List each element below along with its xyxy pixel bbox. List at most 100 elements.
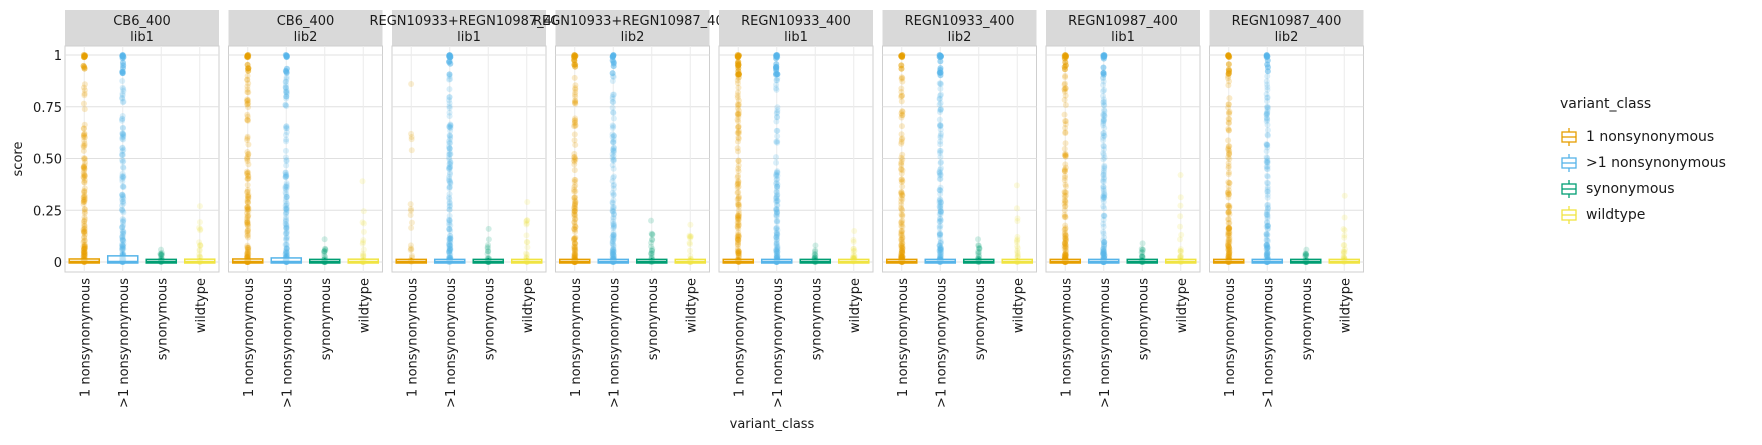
outlier-point — [899, 234, 906, 241]
outlier-point — [1100, 242, 1107, 249]
legend-key — [1561, 128, 1577, 146]
outlier-point — [1014, 237, 1021, 244]
outlier-point — [1100, 196, 1107, 203]
outlier-point — [1100, 251, 1107, 258]
outlier-point — [1225, 164, 1232, 171]
outlier-point — [1062, 161, 1069, 168]
outlier-point — [447, 124, 454, 131]
outlier-point — [1225, 82, 1232, 89]
outlier-point — [81, 54, 88, 61]
outlier-point — [572, 245, 579, 252]
outlier-point — [446, 183, 453, 190]
outlier-point — [447, 178, 454, 185]
outlier-point — [1264, 159, 1271, 166]
outlier-point — [447, 245, 454, 252]
outlier-point — [446, 245, 453, 252]
outlier-point — [937, 231, 944, 238]
outlier-point — [283, 125, 290, 132]
outlier-point — [1225, 216, 1232, 223]
outlier-point — [571, 100, 578, 107]
outlier-point — [1263, 118, 1270, 125]
outlier-point — [610, 197, 617, 204]
outlier-point — [773, 192, 780, 199]
outlier-point — [898, 53, 905, 60]
outlier-point — [936, 196, 943, 203]
outlier-point — [610, 236, 617, 243]
outlier-point — [609, 154, 616, 161]
outlier-point — [898, 85, 905, 92]
outlier-point — [898, 190, 905, 197]
outlier-point — [937, 65, 944, 72]
outlier-point — [572, 223, 579, 230]
outlier-point — [322, 245, 329, 252]
outlier-point — [321, 250, 328, 257]
outlier-point — [1061, 88, 1068, 95]
outlier-point — [571, 250, 578, 257]
outlier-point — [446, 94, 453, 101]
outlier-point — [81, 165, 88, 172]
outlier-point — [283, 191, 290, 198]
outlier-point — [1264, 166, 1271, 173]
outlier-point — [119, 241, 126, 248]
outlier-point — [899, 111, 906, 118]
outlier-point — [773, 213, 780, 220]
outlier-point — [735, 249, 742, 256]
outlier-point — [1263, 154, 1270, 161]
outlier-point — [1062, 236, 1069, 243]
x-tick-label: wildtype — [357, 278, 372, 333]
outlier-point — [1226, 240, 1233, 247]
outlier-point — [936, 168, 943, 175]
outlier-point — [773, 195, 780, 202]
outlier-point — [81, 162, 88, 169]
outlier-point — [1062, 237, 1069, 244]
outlier-point — [81, 87, 88, 94]
outlier-point — [937, 211, 944, 218]
outlier-point — [735, 177, 742, 184]
outlier-point — [1062, 59, 1069, 66]
outlier-point — [119, 233, 126, 240]
outlier-point — [1177, 172, 1184, 179]
outlier-point — [282, 67, 289, 74]
outlier-point — [408, 147, 415, 154]
outlier-point — [609, 253, 616, 260]
outlier-point — [1264, 222, 1271, 229]
outlier-point — [446, 145, 453, 152]
outlier-point — [734, 77, 741, 84]
outlier-point — [1100, 250, 1107, 257]
outlier-point — [937, 138, 944, 145]
outlier-point — [610, 251, 617, 258]
outlier-point — [524, 251, 531, 258]
outlier-point — [1263, 211, 1270, 218]
outlier-point — [81, 197, 88, 204]
outlier-point — [283, 200, 290, 207]
outlier-point — [81, 198, 88, 205]
x-tick-label: synonymous — [646, 278, 661, 360]
outlier-point — [735, 249, 742, 256]
outlier-point — [1264, 157, 1271, 164]
outlier-point — [1062, 92, 1069, 99]
outlier-point — [360, 228, 367, 235]
outlier-point — [1264, 249, 1271, 256]
outlier-point — [774, 183, 781, 190]
outlier-point — [812, 242, 819, 249]
outlier-point — [899, 232, 906, 239]
outlier-point — [1340, 242, 1347, 249]
outlier-point — [1341, 214, 1348, 221]
outlier-point — [1177, 236, 1184, 243]
outlier-point — [571, 207, 578, 214]
outlier-point — [1226, 220, 1233, 227]
facet-strip — [65, 10, 219, 46]
outlier-point — [571, 167, 578, 174]
outlier-point — [734, 241, 741, 248]
outlier-point — [1226, 95, 1233, 102]
outlier-point — [119, 131, 126, 138]
outlier-point — [158, 251, 165, 258]
outlier-point — [1062, 202, 1069, 209]
outlier-point — [1061, 243, 1068, 250]
outlier-point — [1061, 96, 1068, 103]
outlier-point — [1226, 180, 1233, 187]
outlier-point — [244, 213, 251, 220]
outlier-point — [283, 93, 290, 100]
outlier-point — [81, 171, 88, 178]
outlier-point — [282, 174, 289, 181]
